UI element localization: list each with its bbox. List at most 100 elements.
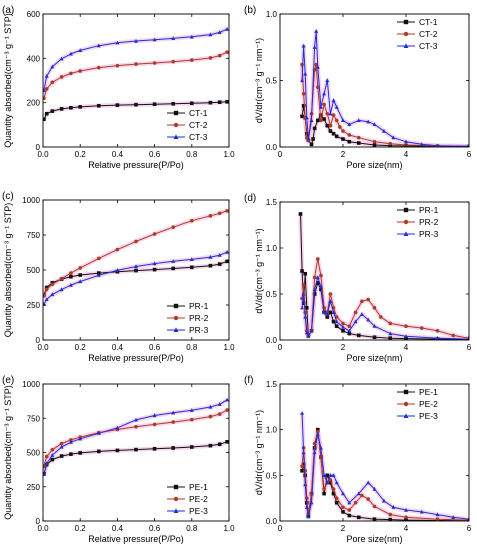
data-point-CT-1 <box>190 101 194 106</box>
data-point-PE-1 <box>322 491 326 496</box>
data-point-PR-3 <box>309 328 314 333</box>
data-point-PE-1 <box>356 515 361 520</box>
data-point-PR-3 <box>115 268 120 272</box>
data-point-CT-2 <box>208 56 213 60</box>
data-point-CT-1 <box>152 102 157 107</box>
y-axis-label: dV/dr(cm⁻³ g⁻¹ nm⁻¹) <box>254 228 264 313</box>
data-point-PE-1 <box>171 446 175 450</box>
data-point-CT-3 <box>391 135 396 140</box>
data-point-PE-1 <box>331 491 336 496</box>
data-point-PE-3 <box>208 404 213 409</box>
data-point-PE-2 <box>331 487 336 491</box>
data-point-CT-2 <box>59 75 64 79</box>
data-point-CT-3 <box>366 119 371 124</box>
data-point-CT-1 <box>217 100 222 105</box>
data-point-PR-1 <box>303 271 307 276</box>
panel-label: (b) <box>244 5 256 16</box>
data-point-PR-3 <box>366 317 371 322</box>
plot-area <box>43 397 229 476</box>
data-point-PE-3 <box>217 402 222 406</box>
y-tick-label: 250 <box>27 301 41 310</box>
data-point-CT-3 <box>189 34 194 39</box>
data-point-CT-1 <box>331 131 336 136</box>
data-point-PE-3 <box>467 517 469 521</box>
y-axis-label: Quantity absorbed(cm⁻³ g⁻¹ STP) <box>3 385 13 520</box>
x-tick-label: 0 <box>278 343 283 352</box>
x-tick-label: 0.4 <box>112 343 124 352</box>
plot-area <box>43 208 229 306</box>
data-point-CT-2 <box>50 80 55 85</box>
x-tick-label: 0 <box>278 150 283 159</box>
data-point-PE-3 <box>309 500 314 505</box>
data-point-PR-2 <box>451 333 456 338</box>
data-point-PR-2 <box>419 326 424 330</box>
data-point-PE-1 <box>115 448 120 453</box>
data-point-PR-2 <box>208 214 213 218</box>
data-point-PE-3 <box>319 445 323 450</box>
data-point-PR-3 <box>388 331 393 336</box>
data-point-PR-1 <box>301 301 306 305</box>
legend-entry: CT-1 <box>189 108 208 118</box>
data-point-PE-2 <box>134 424 138 429</box>
data-point-PR-3 <box>372 324 377 328</box>
data-point-PR-3 <box>303 314 308 319</box>
data-point-CT-3 <box>334 104 339 109</box>
data-point-PE-3 <box>303 482 308 487</box>
data-point-PE-1 <box>372 517 377 521</box>
data-point-PR-2 <box>97 256 101 261</box>
data-point-PE-1 <box>225 440 229 444</box>
data-point-PE-3 <box>382 498 386 503</box>
y-tick-label: 200 <box>27 99 41 108</box>
data-point-CT-1 <box>316 118 320 123</box>
x-tick-label: 0.6 <box>149 150 161 159</box>
data-point-CT-1 <box>134 102 138 107</box>
legend: PE-1 PE-2 PE-3 <box>167 482 208 516</box>
data-point-PE-3 <box>419 509 424 514</box>
legend-entry: PR-3 <box>189 325 209 335</box>
axes-frame <box>279 383 470 522</box>
data-point-PR-1 <box>372 335 377 340</box>
data-point-CT-2 <box>171 59 175 64</box>
data-point-CT-3 <box>435 143 440 147</box>
data-point-PR-3 <box>152 261 157 266</box>
legend-entry: PE-3 <box>419 411 438 421</box>
y-tick-label: 0.5 <box>266 471 278 480</box>
data-point-PE-3 <box>328 473 333 477</box>
data-point-CT-3 <box>68 51 73 56</box>
data-point-CT-1 <box>59 107 64 111</box>
data-point-PE-2 <box>366 497 371 501</box>
data-point-CT-3 <box>382 128 386 133</box>
data-point-PE-3 <box>331 473 336 477</box>
data-point-CT-3 <box>306 136 311 141</box>
data-point-PE-1 <box>316 427 320 432</box>
data-point-PE-2 <box>347 508 352 512</box>
data-point-CT-3 <box>115 40 120 45</box>
legend-marker <box>403 219 409 225</box>
x-tick-label: 6 <box>467 150 472 159</box>
x-tick-label: 0 <box>278 524 283 533</box>
data-point-PR-3 <box>44 297 49 301</box>
data-point-CT-3 <box>152 37 157 42</box>
data-point-PE-2 <box>334 496 339 500</box>
data-point-PE-3 <box>225 397 229 402</box>
data-point-PR-1 <box>78 273 82 277</box>
data-point-CT-3 <box>315 65 320 69</box>
data-point-PE-3 <box>404 507 408 512</box>
series-halo-PE-3 <box>299 413 469 521</box>
data-point-PE-3 <box>366 480 371 485</box>
legend-entry: PR-2 <box>189 313 209 323</box>
plot-area <box>298 212 469 340</box>
data-point-PE-1 <box>208 443 213 448</box>
data-point-PE-1 <box>50 457 55 462</box>
data-point-CT-2 <box>115 63 120 68</box>
data-point-CT-1 <box>322 117 326 121</box>
data-point-PR-2 <box>360 299 364 304</box>
x-tick-label: 4 <box>404 150 409 159</box>
data-point-PR-2 <box>404 324 408 329</box>
data-point-CT-3 <box>404 139 408 144</box>
chart-panel-3: 0.0 0.2 0.4 0.6 0.8 1.0 0 250 500 750 1000 Relative… <box>2 191 235 363</box>
panel-label: (a) <box>2 5 14 16</box>
x-tick-label: 1.0 <box>223 343 235 352</box>
legend-marker <box>173 122 179 128</box>
legend-entry: PE-2 <box>419 399 438 409</box>
